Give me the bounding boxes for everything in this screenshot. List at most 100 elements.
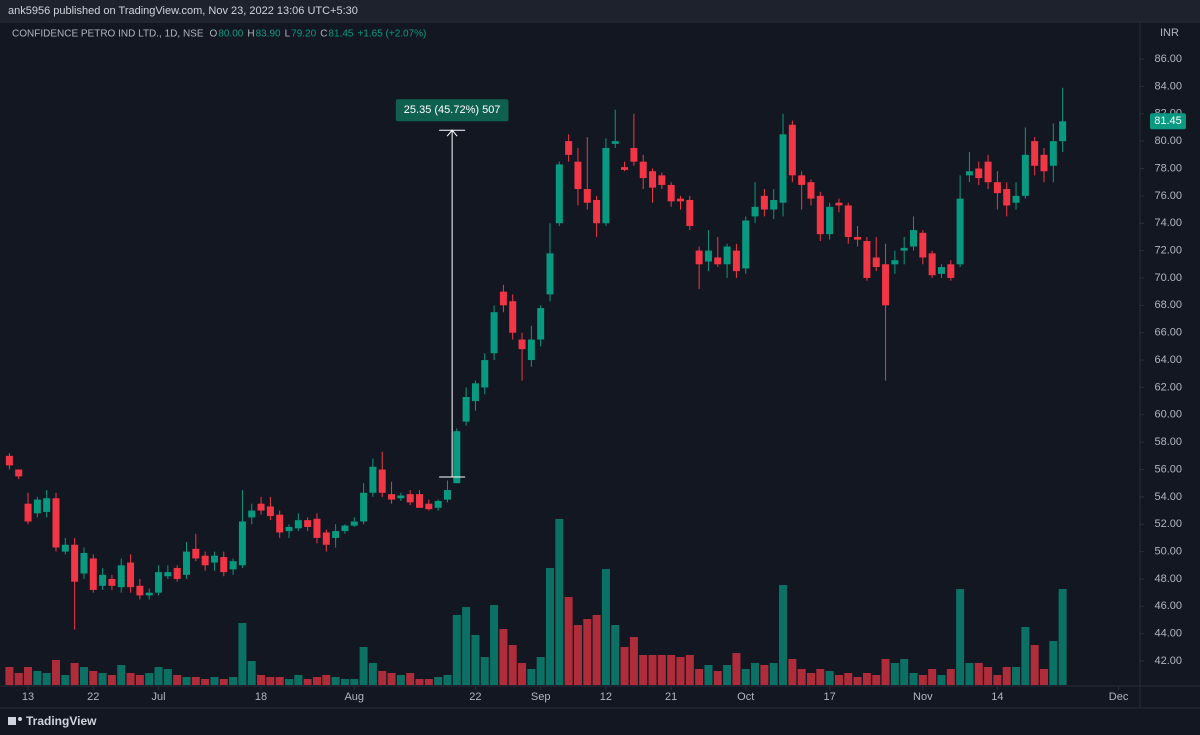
volume-bar — [760, 665, 769, 685]
candle-body — [481, 360, 489, 388]
candle-body — [229, 561, 237, 570]
volume-bar — [825, 671, 834, 685]
header-bar — [0, 0, 1200, 22]
volume-bar — [350, 679, 359, 685]
volume-bar — [163, 669, 172, 685]
x-tick-label: 14 — [991, 691, 1003, 703]
volume-bar — [201, 679, 210, 685]
volume-bar — [741, 669, 750, 685]
legend: CONFIDENCE PETRO IND LTD., 1D, NSE O 80.0… — [12, 29, 426, 40]
volume-bar — [396, 675, 405, 685]
volume-bar — [704, 665, 713, 685]
volume-bar — [583, 619, 592, 685]
y-tick-label: 50.00 — [1154, 546, 1182, 558]
volume-bar — [107, 675, 116, 685]
volume-bar — [480, 657, 489, 685]
legend-value: 79.20 — [291, 29, 316, 40]
volume-bar — [312, 677, 321, 685]
x-tick-label: Nov — [913, 691, 933, 703]
candle-body — [798, 175, 806, 185]
volume-bar — [322, 675, 331, 685]
candle-body — [499, 291, 507, 306]
candle-body — [80, 552, 88, 574]
candle-body — [863, 241, 871, 278]
volume-bar — [518, 663, 527, 685]
volume-bar — [592, 615, 601, 685]
candle-body — [770, 199, 778, 210]
volume-bar — [387, 673, 396, 685]
x-tick-label: 17 — [823, 691, 835, 703]
candle-body — [919, 232, 927, 258]
candle-body — [1049, 141, 1057, 166]
candle-body — [975, 168, 983, 179]
volume-bar — [182, 677, 191, 685]
candle-body — [313, 518, 321, 538]
y-tick-label: 58.00 — [1154, 436, 1182, 448]
volume-bar — [368, 663, 377, 685]
candle-body — [937, 267, 945, 274]
volume-bar — [918, 675, 927, 685]
candle-body — [676, 198, 684, 202]
volume-bar — [378, 671, 387, 685]
candle-body — [537, 308, 545, 340]
currency: INR — [1160, 27, 1179, 39]
x-tick-label: Sep — [531, 691, 551, 703]
candle-body — [546, 253, 554, 295]
volume-bar — [70, 663, 79, 685]
volume-bar — [275, 677, 284, 685]
volume-bar — [527, 669, 536, 685]
x-tick-label: 13 — [22, 691, 34, 703]
candle-body — [490, 312, 498, 354]
volume-bar — [956, 589, 965, 685]
volume-bar — [1012, 667, 1021, 685]
volume-bar — [639, 655, 648, 685]
volume-bar — [648, 655, 657, 685]
volume-bar — [33, 671, 42, 685]
volume-bar — [79, 667, 88, 685]
volume-bar — [629, 637, 638, 685]
candle-body — [360, 492, 368, 522]
candle-body — [248, 510, 256, 518]
candle-body — [816, 195, 824, 235]
candle-body — [900, 247, 908, 251]
candle-body — [1021, 154, 1029, 196]
candle-body — [24, 503, 32, 522]
candle-body — [639, 161, 647, 179]
y-tick-label: 42.00 — [1154, 655, 1182, 667]
candle-body — [593, 199, 601, 224]
candle-body — [33, 499, 41, 514]
candle-body — [99, 574, 107, 586]
candle-body — [369, 466, 377, 493]
candle-body — [1040, 154, 1048, 172]
candle-body — [294, 520, 302, 529]
volume-bar — [266, 677, 275, 685]
candle-body — [15, 469, 23, 477]
candle-body — [844, 205, 852, 237]
volume-bar — [545, 568, 554, 685]
volume-bar — [219, 679, 228, 685]
volume-bar — [620, 647, 629, 685]
volume-bar — [937, 675, 946, 685]
candle-body — [751, 206, 759, 217]
candle-body — [285, 526, 293, 532]
volume-bar — [257, 675, 266, 685]
candle-body — [43, 498, 51, 512]
candle-body — [527, 339, 535, 361]
volume-bar — [490, 605, 499, 685]
candle-body — [565, 141, 573, 155]
volume-bar — [993, 675, 1002, 685]
candle-body — [425, 503, 433, 510]
candle-body — [443, 490, 451, 500]
volume-bar — [676, 657, 685, 685]
volume-bar — [732, 653, 741, 685]
candle-body — [993, 182, 1001, 194]
y-tick-label: 68.00 — [1154, 299, 1182, 311]
volume-bar — [685, 655, 694, 685]
candle-body — [779, 134, 787, 203]
candle-body — [5, 455, 13, 466]
legend-value: 83.90 — [256, 29, 281, 40]
candle-body — [220, 557, 228, 573]
last-price-label: 81.45 — [1154, 115, 1182, 127]
symbol: CONFIDENCE PETRO IND LTD., 1D, NSE — [12, 29, 204, 40]
